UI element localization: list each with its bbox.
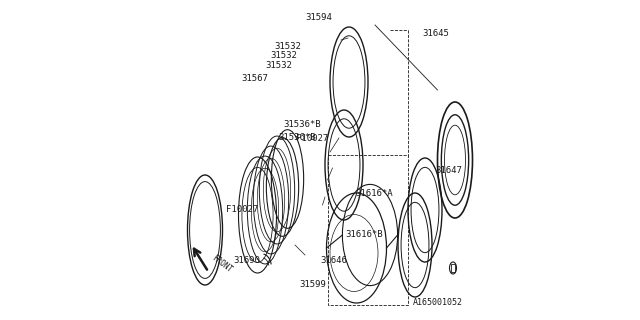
Text: 31532: 31532 bbox=[275, 42, 301, 51]
Text: 31616*B: 31616*B bbox=[346, 230, 383, 239]
Text: F10027: F10027 bbox=[296, 134, 328, 143]
Text: 31616*A: 31616*A bbox=[355, 189, 393, 198]
Text: 31645: 31645 bbox=[422, 29, 449, 38]
Text: 31536*B: 31536*B bbox=[278, 133, 316, 142]
Text: 31690: 31690 bbox=[233, 256, 260, 265]
Text: 31532: 31532 bbox=[266, 61, 292, 70]
Text: A165001052: A165001052 bbox=[413, 298, 463, 307]
Text: 31599: 31599 bbox=[300, 280, 326, 289]
Text: F10027: F10027 bbox=[226, 205, 258, 214]
Text: 31647: 31647 bbox=[435, 166, 462, 175]
Text: FRONT: FRONT bbox=[210, 253, 234, 275]
Text: 31567: 31567 bbox=[242, 74, 268, 83]
Text: 31594: 31594 bbox=[306, 13, 332, 22]
Text: 31646: 31646 bbox=[320, 256, 347, 265]
Text: 31532: 31532 bbox=[270, 51, 297, 60]
Text: 31536*B: 31536*B bbox=[283, 120, 321, 129]
